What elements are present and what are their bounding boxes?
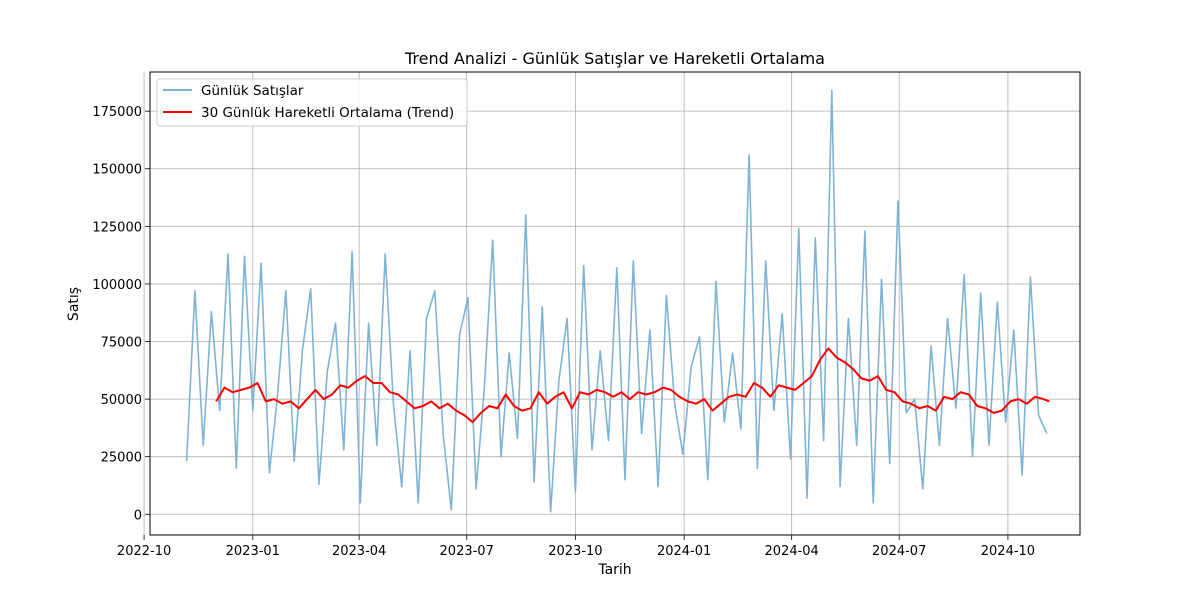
- legend-box: [156, 78, 468, 127]
- daily-sales-line: [185, 89, 1048, 513]
- x-tick-label: 2023-01: [226, 544, 280, 559]
- y-axis-label: Satış: [66, 287, 82, 321]
- legend-label-daily-sales: Günlük Satışlar: [201, 83, 304, 99]
- x-tick-label: 2024-07: [872, 544, 926, 559]
- plot-frame: [149, 71, 1081, 536]
- legend-label-moving-average: 30 Günlük Hareketli Ortalama (Trend): [201, 105, 454, 121]
- grid: [143, 72, 1080, 535]
- x-tick-label: 2022-10: [117, 544, 171, 559]
- chart-title: Trend Analizi - Günlük Satışlar ve Harek…: [404, 49, 825, 68]
- y-axis: 0 25000 50000 75000 100000 125000 150000 175000: [92, 105, 150, 523]
- x-tick-label: 2023-07: [440, 544, 494, 559]
- x-axis-label: Tarih: [597, 562, 631, 578]
- y-tick-label: 150000: [92, 163, 142, 178]
- y-tick-label: 25000: [101, 451, 142, 466]
- y-tick-label: 75000: [101, 336, 142, 351]
- x-tick-label: 2023-04: [332, 544, 386, 559]
- y-tick-label: 50000: [101, 393, 142, 408]
- y-tick-label: 125000: [92, 220, 142, 235]
- x-tick-label: 2024-01: [657, 544, 711, 559]
- y-tick-label: 175000: [92, 105, 142, 120]
- moving-average-line: [215, 347, 1050, 424]
- series-group: [185, 89, 1050, 513]
- x-axis: 2022-10 2023-01 2023-04 2023-07 2023-10 2024-…: [117, 535, 1035, 559]
- legend: Günlük Satışlar 30 Günlük Hareketli Orta…: [156, 78, 468, 127]
- y-tick-label: 0: [134, 508, 142, 523]
- x-tick-label: 2024-04: [765, 544, 819, 559]
- x-tick-label: 2024-10: [981, 544, 1035, 559]
- y-tick-label: 100000: [92, 278, 142, 293]
- x-tick-label: 2023-10: [548, 544, 602, 559]
